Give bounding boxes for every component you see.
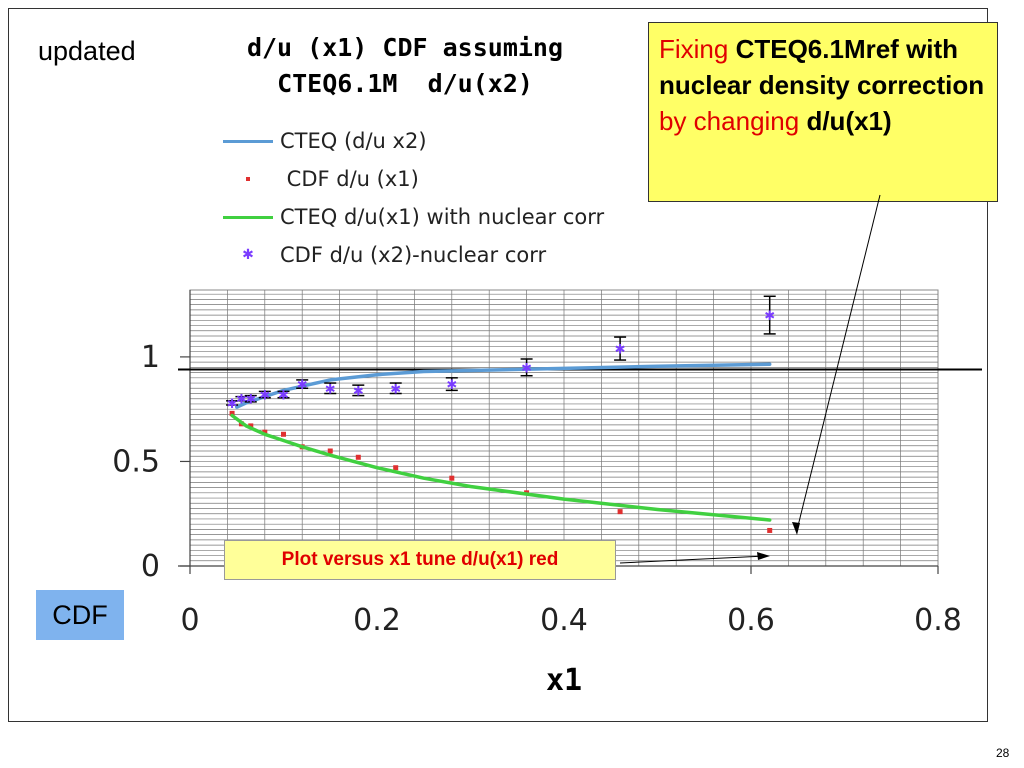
data-point-red [327, 448, 333, 454]
data-point-red [355, 454, 361, 460]
plot-description-box: Plot versus x1 tune d/u(x1) red [224, 540, 616, 580]
cdf-label-box: CDF [36, 590, 124, 640]
plot-label-arrow-line [619, 555, 766, 564]
legend-swatch-green-line [223, 215, 273, 219]
data-point-red [393, 465, 399, 471]
slide-frame [8, 8, 988, 722]
legend-label: CDF d/u (x1) [280, 167, 419, 191]
legend-label: CTEQ (d/u x2) [280, 129, 427, 153]
note-text-fixing: Fixing [659, 34, 736, 64]
y-tick-label: 0.5 [112, 444, 160, 479]
x-axis-label: x1 [546, 663, 582, 698]
data-point-red [262, 429, 268, 435]
chart-title-line1: d/u (x1) CDF assuming [246, 33, 564, 62]
data-point-purple-star: ✱ [259, 388, 270, 403]
legend-label: CDF d/u (x2)-nuclear corr [280, 243, 547, 267]
data-point-purple-star: ✱ [227, 396, 238, 411]
legend-swatch-blue-line [223, 139, 273, 143]
data-point-red [229, 410, 235, 416]
annotation-arrow-line [796, 194, 881, 531]
chart-title-line2: CTEQ6.1M d/u(x2) [277, 69, 533, 98]
note-text-cteq: CTEQ6.1Mref with nuclear density correct… [659, 34, 985, 100]
x-tick-label: 0.2 [353, 603, 401, 638]
note-text-du: d/u(x1) [806, 106, 892, 136]
y-tick-label: 1 [141, 340, 160, 375]
data-point-purple-star: ✱ [390, 381, 401, 396]
data-point-purple-star: ✱ [325, 381, 336, 396]
data-point-red [281, 431, 286, 437]
legend-item-cteq-nuclear: CTEQ d/u(x1) with nuclear corr [222, 198, 604, 236]
data-point-purple-star: ✱ [446, 377, 457, 392]
data-point-red [449, 475, 455, 481]
annotation-arrow-head [792, 522, 800, 535]
data-point-red [617, 509, 623, 515]
x-tick-label: 0.6 [727, 603, 775, 638]
x-tick-label: 0.8 [914, 603, 962, 638]
data-point-purple-star: ✱ [521, 360, 532, 375]
legend-label: CTEQ d/u(x1) with nuclear corr [280, 205, 605, 229]
data-point-purple-star: ✱ [245, 392, 256, 407]
x-tick-label: 0 [180, 603, 199, 638]
plot-label-arrow-head [757, 552, 770, 560]
note-text-by-changing: by changing [659, 106, 807, 136]
data-point-purple-star: ✱ [353, 383, 364, 398]
chart-legend: CTEQ (d/u x2) CDF d/u (x1) CTEQ d/u(x1) … [222, 122, 604, 274]
y-tick-label: 0 [141, 549, 160, 584]
series-line-2 [230, 413, 772, 522]
updated-label: updated [38, 36, 136, 66]
x-tick-label: 0.4 [540, 603, 588, 638]
data-point-purple-star: ✱ [278, 388, 289, 403]
data-point-red [767, 527, 773, 533]
legend-swatch-red-point [246, 177, 250, 181]
data-point-red [248, 423, 254, 429]
annotation-note-box: Fixing CTEQ6.1Mref with nuclear density … [648, 22, 998, 202]
chart-title: d/u (x1) CDF assuming CTEQ6.1M d/u(x2) [180, 30, 630, 102]
data-point-purple-star: ✱ [615, 342, 626, 357]
data-point-purple-star: ✱ [297, 377, 308, 392]
legend-item-cteq-x2: CTEQ (d/u x2) [222, 122, 604, 160]
data-point-purple-star: ✱ [236, 392, 247, 407]
data-point-purple-star: ✱ [764, 308, 775, 323]
legend-item-cdf-x1: CDF d/u (x1) [222, 160, 604, 198]
legend-swatch-purple-star: ✱ [242, 247, 254, 263]
legend-item-cdf-x2-nuclear: ✱ CDF d/u (x2)-nuclear corr [222, 236, 604, 274]
page-number: 28 [996, 746, 1010, 760]
